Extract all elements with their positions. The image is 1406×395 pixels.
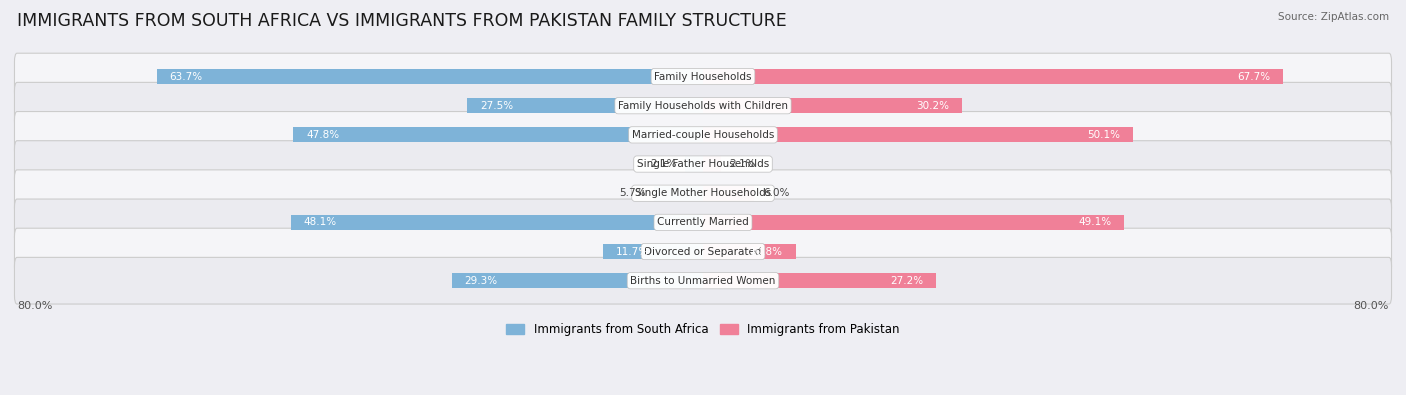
Text: 48.1%: 48.1% <box>304 217 336 228</box>
Bar <box>291 215 703 230</box>
Text: 2.1%: 2.1% <box>650 159 676 169</box>
Bar <box>703 186 755 201</box>
Bar <box>603 244 703 259</box>
Bar <box>703 273 936 288</box>
Text: 27.5%: 27.5% <box>479 101 513 111</box>
Bar <box>703 244 796 259</box>
FancyBboxPatch shape <box>14 83 1392 129</box>
Text: Married-couple Households: Married-couple Households <box>631 130 775 140</box>
FancyBboxPatch shape <box>14 258 1392 304</box>
Bar <box>467 98 703 113</box>
Bar <box>703 156 721 171</box>
Text: 11.7%: 11.7% <box>616 246 648 256</box>
Legend: Immigrants from South Africa, Immigrants from Pakistan: Immigrants from South Africa, Immigrants… <box>502 318 904 341</box>
FancyBboxPatch shape <box>14 199 1392 246</box>
Text: Source: ZipAtlas.com: Source: ZipAtlas.com <box>1278 12 1389 22</box>
Text: Single Father Households: Single Father Households <box>637 159 769 169</box>
Bar <box>451 273 703 288</box>
Text: 50.1%: 50.1% <box>1087 130 1119 140</box>
Bar <box>157 69 703 84</box>
Text: IMMIGRANTS FROM SOUTH AFRICA VS IMMIGRANTS FROM PAKISTAN FAMILY STRUCTURE: IMMIGRANTS FROM SOUTH AFRICA VS IMMIGRAN… <box>17 12 786 30</box>
Text: 80.0%: 80.0% <box>1354 301 1389 311</box>
Text: 27.2%: 27.2% <box>890 276 924 286</box>
Bar <box>703 98 962 113</box>
FancyBboxPatch shape <box>14 111 1392 158</box>
Text: 80.0%: 80.0% <box>17 301 52 311</box>
Bar <box>685 156 703 171</box>
Text: Family Households: Family Households <box>654 71 752 81</box>
Text: 67.7%: 67.7% <box>1237 71 1271 81</box>
Text: 63.7%: 63.7% <box>170 71 202 81</box>
Text: 47.8%: 47.8% <box>307 130 339 140</box>
Text: 29.3%: 29.3% <box>464 276 498 286</box>
FancyBboxPatch shape <box>14 53 1392 100</box>
FancyBboxPatch shape <box>14 228 1392 275</box>
Text: Births to Unmarried Women: Births to Unmarried Women <box>630 276 776 286</box>
Text: 2.1%: 2.1% <box>730 159 756 169</box>
FancyBboxPatch shape <box>14 141 1392 187</box>
Text: 10.8%: 10.8% <box>749 246 783 256</box>
Text: Currently Married: Currently Married <box>657 217 749 228</box>
FancyBboxPatch shape <box>14 170 1392 216</box>
Bar <box>703 69 1284 84</box>
Text: 30.2%: 30.2% <box>917 101 949 111</box>
Text: Divorced or Separated: Divorced or Separated <box>644 246 762 256</box>
Bar <box>703 127 1133 143</box>
Text: 49.1%: 49.1% <box>1078 217 1111 228</box>
Bar <box>654 186 703 201</box>
Text: 5.7%: 5.7% <box>619 188 645 198</box>
Text: Family Households with Children: Family Households with Children <box>619 101 787 111</box>
Bar <box>703 215 1123 230</box>
Text: 6.0%: 6.0% <box>763 188 789 198</box>
Text: Single Mother Households: Single Mother Households <box>636 188 770 198</box>
Bar <box>292 127 703 143</box>
